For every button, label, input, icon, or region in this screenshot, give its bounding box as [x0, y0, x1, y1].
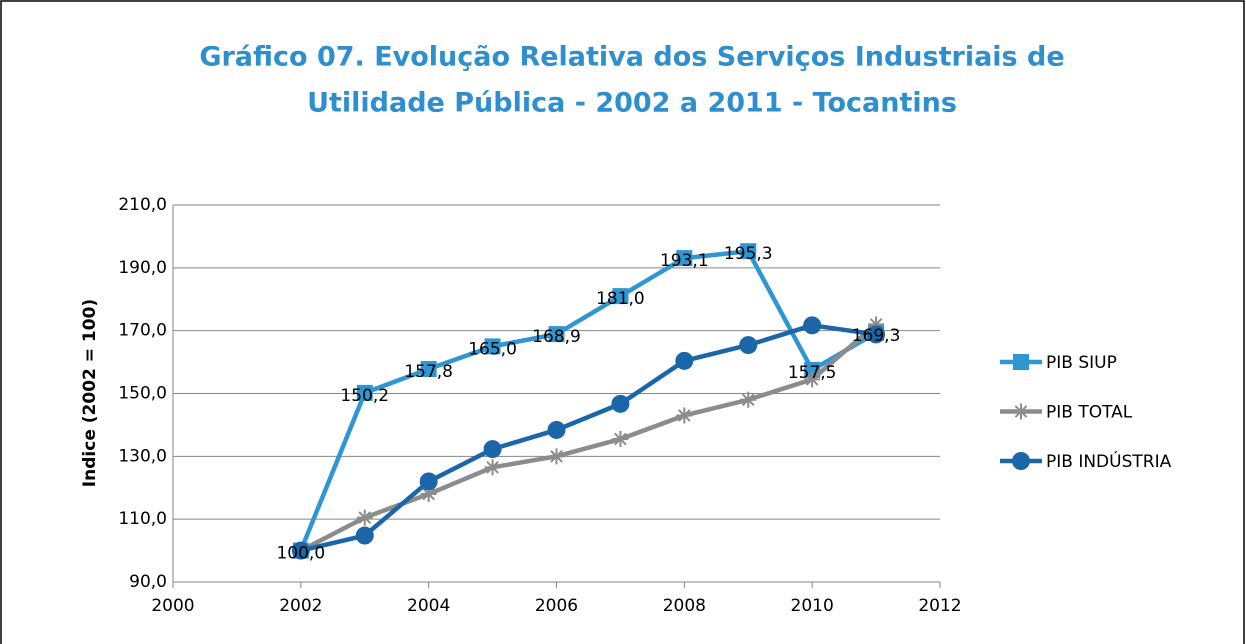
marker	[420, 486, 437, 503]
marker	[611, 394, 630, 413]
y-tick-label: 90,0	[129, 572, 167, 592]
data-label: 168,9	[532, 327, 581, 347]
marker	[868, 316, 885, 333]
marker	[740, 391, 757, 408]
y-tick-label: 150,0	[118, 384, 167, 404]
y-tick-label: 170,0	[118, 321, 167, 341]
y-tick-label: 130,0	[118, 446, 167, 466]
legend-label: PIB SIUP	[1046, 353, 1117, 373]
y-tick-label: 190,0	[118, 258, 167, 278]
data-label: 193,1	[660, 251, 709, 271]
marker	[547, 420, 566, 439]
legend-marker	[1013, 403, 1029, 420]
data-label: 181,0	[596, 289, 645, 309]
data-label: 195,3	[724, 244, 773, 264]
x-tick-label: 2008	[663, 596, 706, 616]
marker	[483, 440, 502, 459]
marker	[420, 360, 437, 377]
data-label: 157,8	[404, 362, 453, 382]
x-tick-label: 2006	[535, 596, 578, 616]
marker	[484, 338, 501, 355]
marker	[676, 407, 693, 424]
marker	[356, 384, 373, 401]
marker	[867, 325, 886, 344]
x-tick-label: 2012	[918, 596, 961, 616]
legend-label: PIB TOTAL	[1046, 403, 1133, 423]
marker	[676, 250, 693, 267]
marker	[739, 336, 758, 355]
x-tick-label: 2002	[279, 596, 322, 616]
marker	[548, 448, 565, 465]
data-label: 150,2	[340, 386, 389, 406]
marker	[612, 288, 629, 305]
y-tick-label: 210,0	[118, 195, 167, 215]
marker	[612, 431, 629, 448]
marker	[419, 472, 438, 491]
marker	[484, 459, 501, 476]
series-line	[300, 323, 877, 553]
marker	[356, 509, 373, 526]
marker	[675, 351, 694, 370]
marker	[548, 326, 565, 343]
x-tick-label: 2004	[407, 596, 450, 616]
legend-label: PIB INDÚSTRIA	[1046, 450, 1172, 472]
data-label: 100,0	[276, 544, 325, 564]
marker	[740, 243, 757, 260]
data-label: 169,3	[852, 326, 901, 346]
marker	[355, 526, 374, 545]
x-tick-label: 2000	[151, 596, 194, 616]
chart-title: Gráfico 07. Evolução Relativa dos Serviç…	[199, 42, 1064, 73]
y-tick-label: 110,0	[118, 509, 167, 529]
marker	[803, 316, 822, 335]
chart-title: Utilidade Pública - 2002 a 2011 - Tocant…	[307, 88, 957, 119]
y-axis-label: Indice (2002 = 100)	[80, 299, 100, 487]
marker	[804, 371, 821, 388]
series-line	[298, 248, 878, 552]
marker	[291, 541, 310, 560]
x-tick-label: 2010	[791, 596, 834, 616]
data-label: 165,0	[468, 339, 517, 359]
legend-marker	[1013, 354, 1029, 370]
legend-marker	[1012, 452, 1030, 470]
data-label: 157,5	[788, 363, 837, 383]
